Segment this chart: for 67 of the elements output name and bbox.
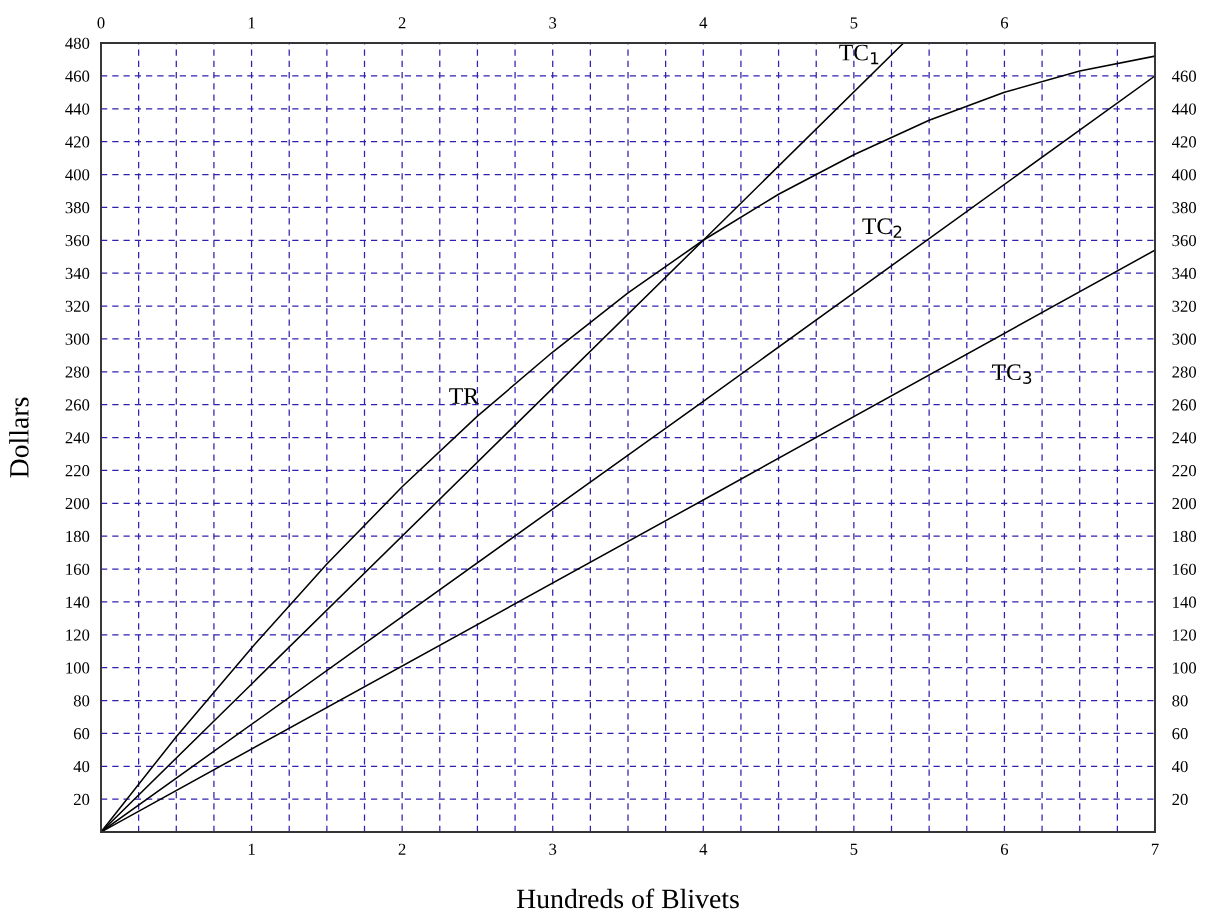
y2-tick-label: 360 [1172, 234, 1197, 247]
y-tick-label: 380 [65, 202, 90, 214]
y2-tick-label: 20 [1172, 793, 1188, 806]
y2-tick-label: 200 [1172, 497, 1197, 510]
y2-tick-label: 180 [1173, 530, 1197, 543]
x-tick-label: 6 [1000, 843, 1009, 855]
y-tick-label: 40 [73, 760, 90, 773]
y-tick-label: 400 [65, 169, 90, 181]
y2-tick-label: 300 [1172, 333, 1197, 345]
y2-tick-label: 380 [1172, 202, 1197, 214]
y-tick-label: 200 [65, 497, 90, 510]
y-tick-label: 300 [65, 333, 90, 345]
y2-tick-label: 260 [1172, 399, 1197, 411]
y-tick-label: 20 [73, 793, 90, 806]
y-tick-label: 100 [66, 662, 90, 674]
y-tick-label: 220 [65, 465, 90, 477]
series-label: TR [449, 388, 479, 404]
y-tick-label: 320 [65, 300, 90, 312]
y2-tick-label: 160 [1173, 563, 1197, 575]
x-tick-label: 3 [549, 843, 557, 855]
y2-tick-label: 400 [1171, 169, 1197, 181]
y2-tick-label: 80 [1172, 695, 1188, 707]
x2-tick-label: 6 [1000, 17, 1009, 29]
y-tick-label: 440 [65, 103, 90, 115]
series-label: TC$_{1}$ [839, 44, 879, 65]
y-tick-label: 360 [65, 234, 90, 247]
y2-tick-label: 440 [1171, 103, 1197, 115]
x-tick-label: 1 [248, 843, 255, 855]
y-tick-label: 240 [65, 432, 90, 444]
y-tick-label: 280 [65, 366, 90, 378]
y-tick-label: 260 [65, 399, 90, 411]
y-tick-label: 120 [66, 629, 90, 641]
y2-tick-label: 120 [1173, 629, 1197, 641]
x2-tick-label: 4 [699, 17, 708, 29]
y2-tick-label: 320 [1172, 300, 1197, 312]
x-tick-label: 2 [398, 843, 406, 855]
x2-tick-label: 1 [248, 17, 255, 29]
y-tick-label: 80 [73, 695, 90, 707]
y2-tick-label: 240 [1172, 432, 1197, 444]
y2-tick-label: 460 [1171, 70, 1197, 82]
x-tick-label: 7 [1151, 843, 1159, 855]
y2-tick-label: 140 [1173, 596, 1197, 608]
y-tick-label: 140 [66, 596, 90, 608]
x-tick-label: 5 [850, 843, 858, 855]
y2-tick-label: 220 [1172, 465, 1197, 477]
x-tick-label: 4 [699, 843, 708, 855]
y-tick-label: 160 [66, 563, 90, 575]
x2-tick-label: 2 [398, 17, 406, 29]
y-tick-label: 460 [65, 70, 90, 82]
y-tick-label: 340 [65, 267, 90, 280]
y-tick-label: 180 [66, 530, 90, 543]
y2-tick-label: 100 [1173, 662, 1197, 674]
y2-tick-label: 280 [1172, 366, 1197, 378]
series-label: TC$_{3}$ [992, 364, 1032, 384]
y2-tick-label: 420 [1171, 136, 1197, 148]
y2-tick-label: 60 [1172, 728, 1188, 740]
y-tick-label: 60 [73, 728, 90, 740]
y2-tick-label: 340 [1172, 267, 1197, 280]
series-label: TC$_{2}$ [862, 218, 902, 238]
x2-tick-label: 0 [97, 17, 105, 29]
x-axis-title: Hundreds of Blivets [516, 888, 739, 909]
y-tick-label: 480 [65, 37, 90, 49]
y-tick-label: 420 [65, 136, 90, 148]
x2-tick-label: 5 [850, 17, 858, 29]
y2-tick-label: 40 [1171, 760, 1188, 773]
x2-tick-label: 3 [549, 17, 557, 29]
y-axis-title: Dollars [9, 397, 29, 478]
